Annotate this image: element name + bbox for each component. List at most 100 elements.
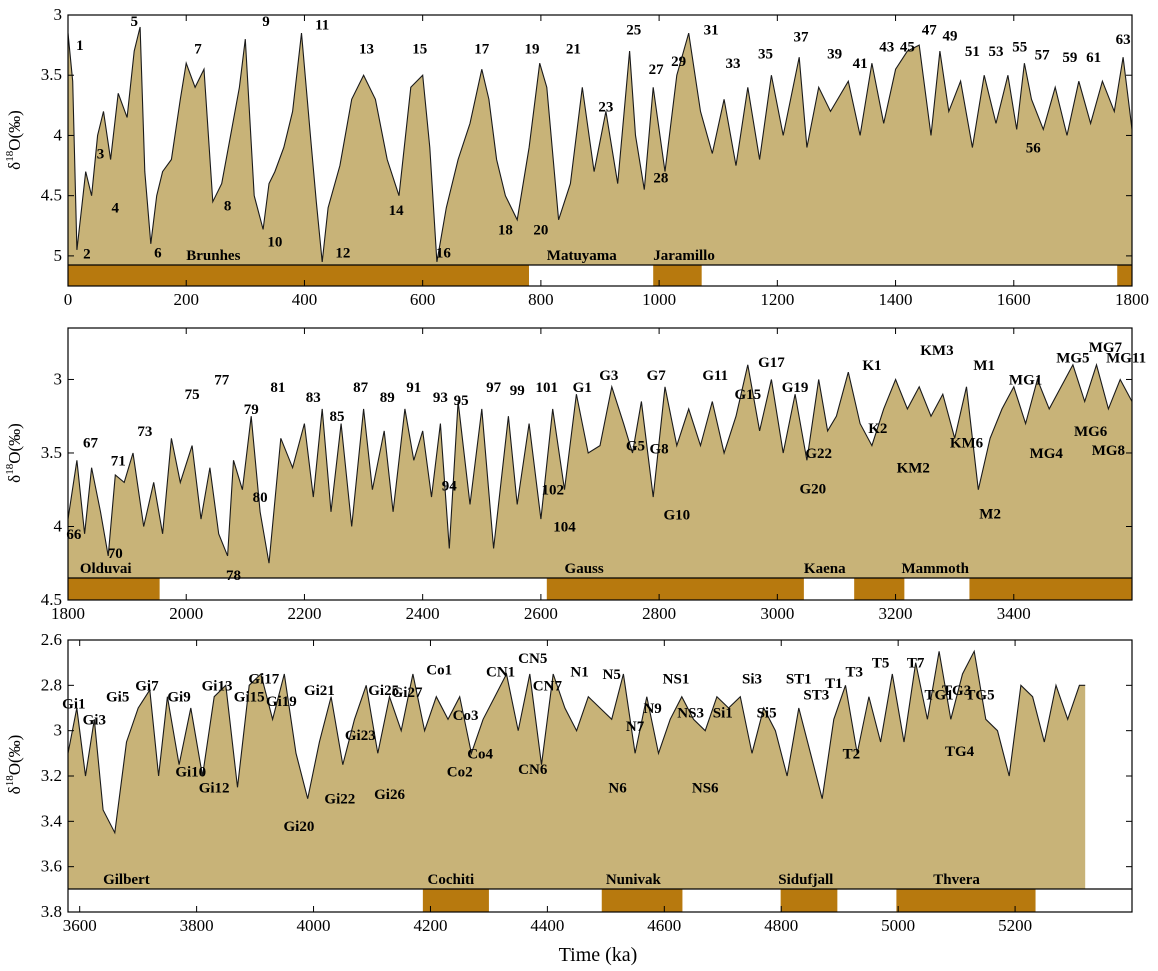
stage-label: G19 xyxy=(782,380,809,396)
x-tick-label: 2200 xyxy=(287,604,321,623)
polarity-label: Jaramillo xyxy=(653,248,715,264)
stage-label: 91 xyxy=(406,380,421,396)
x-tick-label: 4200 xyxy=(413,916,447,935)
series-area-fill xyxy=(68,651,1086,889)
stage-label: 89 xyxy=(380,390,395,406)
stage-label: Gi22 xyxy=(324,792,355,808)
series-line xyxy=(68,649,1086,835)
polarity-bar xyxy=(68,265,530,286)
stage-label: M1 xyxy=(973,358,995,374)
stage-label: NS3 xyxy=(677,706,704,722)
stage-label: 79 xyxy=(244,402,259,418)
stage-label: 85 xyxy=(329,409,344,425)
polarity-label: Gilbert xyxy=(103,872,150,888)
stage-label: Co1 xyxy=(426,662,452,678)
stage-label: 37 xyxy=(793,30,809,46)
stage-label: 13 xyxy=(359,42,374,58)
x-tick-label: 1800 xyxy=(1115,290,1149,309)
stage-label: Si5 xyxy=(757,706,777,722)
stage-label: Si3 xyxy=(742,672,762,688)
stage-label: 66 xyxy=(66,527,82,543)
polarity-bar xyxy=(969,578,1132,600)
x-tick-label: 4000 xyxy=(297,916,331,935)
stage-label: 12 xyxy=(335,245,350,261)
plot-frame xyxy=(67,14,1133,287)
series-line xyxy=(68,362,1132,564)
polarity-bar xyxy=(803,578,855,600)
stage-label: MG6 xyxy=(1074,424,1108,440)
stage-label: KM6 xyxy=(950,436,984,452)
stage-label: 102 xyxy=(541,483,564,499)
stage-label: 9 xyxy=(262,14,270,30)
stage-label: 95 xyxy=(454,393,469,409)
stage-label: Gi17 xyxy=(248,672,279,688)
stage-label: T1 xyxy=(825,676,843,692)
stage-label: 4 xyxy=(112,201,120,217)
x-tick-label: 1800 xyxy=(51,604,85,623)
stage-label: 29 xyxy=(671,54,686,70)
stage-label: G22 xyxy=(805,446,832,462)
stage-label: 56 xyxy=(1026,140,1042,156)
stage-label: 6 xyxy=(154,245,162,261)
stage-label: Gi12 xyxy=(199,780,230,796)
x-tick-label: 2800 xyxy=(642,604,676,623)
y-tick-label: 3.5 xyxy=(41,65,62,84)
stage-label: MG1 xyxy=(1009,372,1042,388)
stage-label: TG5 xyxy=(965,687,994,703)
stage-label: Gi15 xyxy=(234,690,265,706)
x-tick-label: 3800 xyxy=(180,916,214,935)
stage-label: TG1 xyxy=(924,687,953,703)
stage-label: N1 xyxy=(570,665,588,681)
stage-label: G3 xyxy=(599,368,618,384)
stage-label: 51 xyxy=(965,44,980,60)
polarity-bar xyxy=(68,889,423,912)
stage-label: 31 xyxy=(704,22,719,38)
stage-label: K1 xyxy=(862,358,881,374)
stage-label: Gi7 xyxy=(135,678,159,694)
x-tick-label: 0 xyxy=(64,290,73,309)
polarity-label: Matuyama xyxy=(547,248,617,264)
y-tick-label: 2.8 xyxy=(41,675,62,694)
stage-label: G1 xyxy=(573,380,592,396)
stage-label: 104 xyxy=(553,519,576,535)
y-axis-title-tail: O(‰) xyxy=(5,735,24,776)
y-tick-label: 4 xyxy=(54,516,63,535)
stage-label: N5 xyxy=(603,667,621,683)
stage-label: Co3 xyxy=(453,708,479,724)
stage-label: MG8 xyxy=(1092,443,1125,459)
panel-middle: Olduvai Gauss Kaena Mammoth 1800 2000 2200 2400… xyxy=(4,327,1146,623)
y-tick-label: 2.6 xyxy=(41,630,62,649)
stage-label: 97 xyxy=(486,380,502,396)
x-tick-label: 3600 xyxy=(63,916,97,935)
stage-label: 2 xyxy=(83,246,91,262)
y-axis-title-sup: 18 xyxy=(4,463,16,475)
stage-label: 8 xyxy=(224,198,232,214)
x-tick-label: 4400 xyxy=(530,916,564,935)
y-tick-label: 3.8 xyxy=(41,902,62,921)
polarity-bar xyxy=(546,578,804,600)
stage-label: 81 xyxy=(270,380,285,396)
stage-label: N9 xyxy=(643,701,661,717)
stage-label: TG4 xyxy=(945,744,975,760)
panel-top: Brunhes Matuyama Jaramillo 0 200 400 600 800 100… xyxy=(4,5,1149,309)
stage-label: 3 xyxy=(97,147,105,163)
stage-label: ST1 xyxy=(786,672,812,688)
stage-label: 94 xyxy=(442,478,458,494)
stage-label: G5 xyxy=(626,439,645,455)
polarity-bar xyxy=(904,578,970,600)
polarity-label: Gauss xyxy=(565,561,604,577)
x-tick-label: 1400 xyxy=(879,290,913,309)
stage-label: 93 xyxy=(433,390,448,406)
stage-label: Gi1 xyxy=(62,696,85,712)
stage-label: MG5 xyxy=(1056,350,1089,366)
stage-label: 16 xyxy=(436,245,452,261)
stage-label: 49 xyxy=(942,28,957,44)
plot-frame xyxy=(67,327,1133,601)
stage-label: 19 xyxy=(525,42,540,58)
stage-label: 73 xyxy=(137,424,152,440)
stage-label: Gi3 xyxy=(83,712,106,728)
y-tick-label: 3.4 xyxy=(41,811,63,830)
x-tick-label: 2000 xyxy=(169,604,203,623)
polarity-bar xyxy=(422,889,489,912)
